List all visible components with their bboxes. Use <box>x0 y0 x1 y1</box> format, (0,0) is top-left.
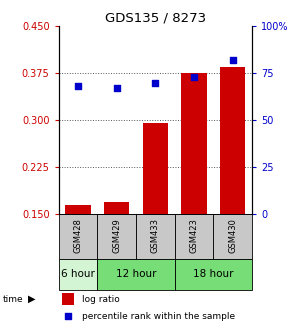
Point <box>192 74 196 79</box>
Bar <box>220 67 245 214</box>
Text: time: time <box>3 295 23 304</box>
Text: 18 hour: 18 hour <box>193 269 234 279</box>
Bar <box>59 214 97 259</box>
Text: GSM423: GSM423 <box>190 218 198 253</box>
Point <box>230 58 235 63</box>
Bar <box>136 214 175 259</box>
Text: percentile rank within the sample: percentile rank within the sample <box>82 312 235 321</box>
Text: GSM428: GSM428 <box>74 218 82 253</box>
Text: GSM430: GSM430 <box>228 218 237 253</box>
Bar <box>59 259 97 289</box>
Bar <box>181 73 207 214</box>
Bar <box>97 259 175 289</box>
Point <box>76 84 80 89</box>
Text: 12 hour: 12 hour <box>116 269 156 279</box>
Text: log ratio: log ratio <box>82 295 120 303</box>
Bar <box>62 293 74 305</box>
Point <box>114 86 119 91</box>
Bar <box>143 123 168 214</box>
Bar <box>97 214 136 259</box>
Bar <box>65 205 91 214</box>
Text: 6 hour: 6 hour <box>61 269 95 279</box>
Title: GDS135 / 8273: GDS135 / 8273 <box>105 12 206 25</box>
Text: ▶: ▶ <box>28 294 35 304</box>
Point <box>66 314 71 319</box>
Bar <box>175 214 213 259</box>
Bar <box>175 259 252 289</box>
Bar <box>213 214 252 259</box>
Text: GSM429: GSM429 <box>112 218 121 253</box>
Point <box>153 80 158 85</box>
Text: GSM433: GSM433 <box>151 218 160 253</box>
Bar <box>104 202 129 214</box>
